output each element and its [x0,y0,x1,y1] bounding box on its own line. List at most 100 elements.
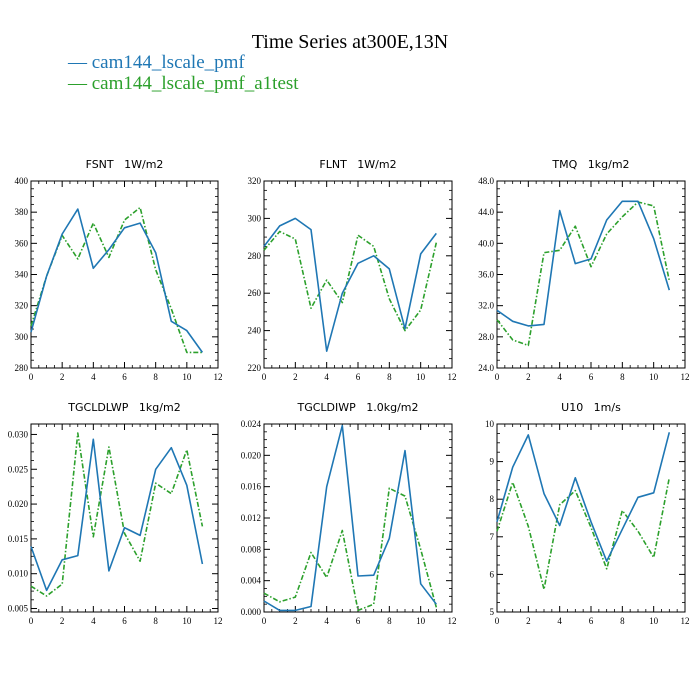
y-tick-label: 280 [15,363,29,373]
y-tick-label: 300 [248,213,262,223]
y-tick-label: 340 [15,270,29,280]
x-tick-label: 4 [557,372,562,382]
x-tick-label: 0 [495,372,500,382]
plot-frame [30,423,219,613]
y-tick-label: 28.0 [478,332,494,342]
plot-frame [496,180,686,369]
y-tick-label: 0.020 [241,450,262,460]
chart-panel-4: TGCLDLWP 1kg/m2 0 2 4 6 8 10 12 0.005 0.010 0.015 0… [8,401,223,626]
series-line [496,200,671,327]
x-tick-label: 2 [526,372,531,382]
y-tick-label: 400 [15,176,29,186]
series-line [30,206,203,354]
y-tick-label: 240 [248,326,262,336]
y-tick-label: 48.0 [478,176,494,186]
panel-title: U10 1m/s [561,401,621,414]
panel-title: TMQ 1kg/m2 [551,158,629,171]
x-tick-label: 4 [557,616,562,626]
x-tick-label: 0 [262,616,267,626]
x-tick-label: 10 [182,616,192,626]
x-tick-label: 6 [356,616,361,626]
y-tick-label: 40.0 [478,238,494,248]
x-tick-label: 6 [122,372,127,382]
chart-panel-5: TGCLDIWP 1.0kg/m2 0 2 4 6 8 10 12 0.000 0.004 0.00… [241,401,457,626]
x-tick-label: 10 [416,372,426,382]
y-tick-label: 24.0 [478,363,494,373]
plot-frame [496,423,686,613]
x-tick-label: 0 [29,372,34,382]
figure-title: Time Series at300E,13N [252,31,448,53]
y-tick-label: 220 [248,363,262,373]
x-tick-label: 12 [214,372,223,382]
y-tick-label: 0.024 [241,419,262,429]
y-tick-label: 32.0 [478,301,494,311]
chart-panel-2: FLNT 1W/m2 0 2 4 6 8 10 12 220 240 260 280 300 320 [248,158,457,382]
series-line [496,201,671,347]
x-tick-label: 8 [620,616,625,626]
y-tick-label: 0.030 [8,429,29,439]
series-line [263,217,437,353]
chart-panels: FSNT 1W/m20 2 4 6 8 10 12280300320340360380400… [8,158,690,626]
x-tick-label: 2 [293,616,298,626]
x-tick-label: 12 [448,616,457,626]
series-line [263,487,438,612]
panel-title: FSNT 1W/m2 [86,158,164,171]
series-line [30,432,204,597]
x-tick-label: 6 [122,616,127,626]
y-tick-label: 0.020 [8,499,29,509]
x-tick-label: 10 [182,372,192,382]
y-tick-label: 0.012 [241,513,261,523]
panel-title: TGCLDLWP 1kg/m2 [67,401,180,414]
x-tick-label: 6 [356,372,361,382]
x-tick-label: 10 [649,616,659,626]
x-tick-label: 10 [649,372,659,382]
y-tick-label: 0.000 [241,607,262,617]
y-tick-label: 280 [248,251,262,261]
x-tick-label: 4 [324,616,329,626]
y-tick-label: 44.0 [478,207,494,217]
x-tick-label: 4 [91,372,96,382]
y-tick-label: 380 [15,207,29,217]
x-tick-label: 12 [448,372,457,382]
x-tick-label: 12 [214,616,223,626]
x-tick-label: 0 [495,616,500,626]
x-tick-label: 8 [387,616,392,626]
x-tick-label: 4 [324,372,329,382]
x-tick-label: 4 [91,616,96,626]
x-tick-label: 6 [589,616,594,626]
plot-frame [30,180,219,369]
y-tick-label: 36.0 [478,270,494,280]
x-tick-label: 12 [681,616,690,626]
x-tick-label: 8 [153,616,158,626]
legend-entry-2: — cam144_lscale_pmf_a1test [67,73,299,94]
x-tick-label: 2 [60,616,65,626]
y-tick-label: 360 [15,238,29,248]
y-tick-label: 0.004 [241,576,262,586]
x-tick-label: 8 [620,372,625,382]
series-line [263,424,437,612]
series-line [496,477,671,591]
series-line [30,438,204,592]
y-tick-label: 5 [490,607,495,617]
y-tick-label: 7 [490,532,495,542]
x-tick-label: 12 [681,372,690,382]
y-tick-label: 320 [248,176,262,186]
series-line [263,230,438,332]
series-line [496,432,671,563]
y-tick-label: 260 [248,288,262,298]
y-tick-label: 0.015 [8,534,29,544]
y-tick-label: 6 [490,569,495,579]
x-tick-label: 8 [153,372,158,382]
y-tick-label: 10 [485,419,495,429]
x-tick-label: 2 [293,372,298,382]
legend-entry-1: — cam144_lscale_pmf [67,52,245,73]
chart-panel-1: FSNT 1W/m2 0 2 4 6 8 10 12 280 300 320 340 360 380 400 [15,158,223,382]
x-tick-label: 2 [60,372,65,382]
y-tick-label: 9 [490,457,495,467]
plot-frame [263,180,453,369]
panel-title: TGCLDIWP 1.0kg/m2 [296,401,418,414]
chart-panel-6: U10 1m/s 0 2 4 6 8 10 12 5 6 7 8 9 10 [485,401,690,626]
y-tick-label: 0.005 [8,604,29,614]
y-tick-label: 0.010 [8,569,29,579]
